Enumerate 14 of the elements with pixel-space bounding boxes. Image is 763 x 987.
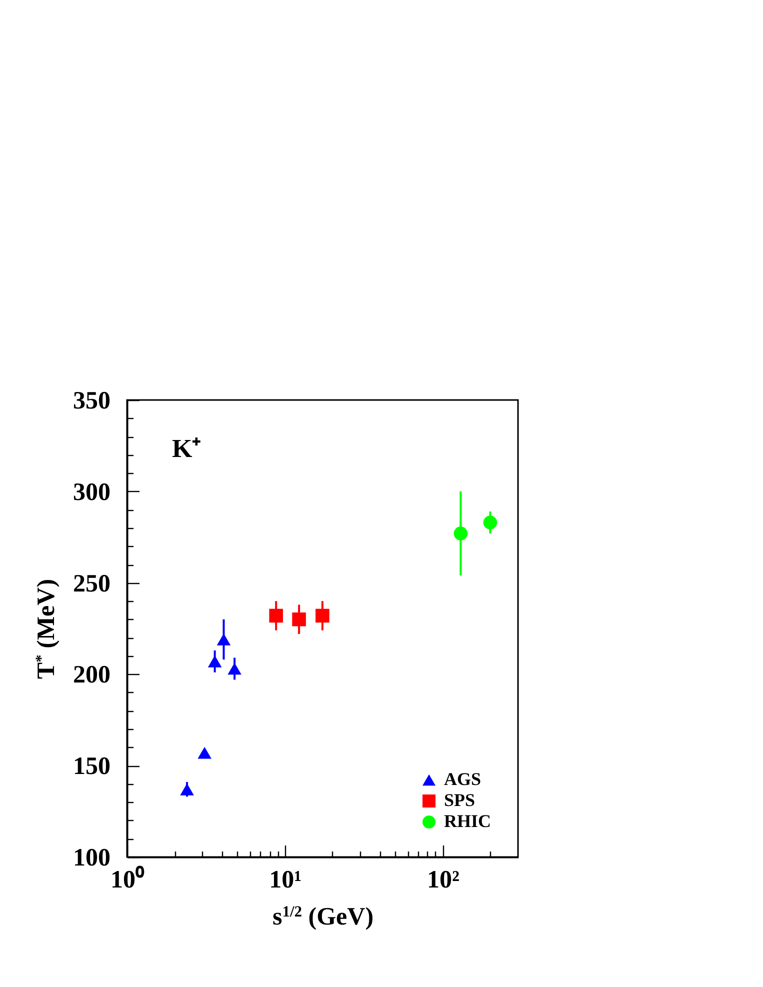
y-tick-label: 350 — [73, 388, 110, 414]
legend-label: SPS — [444, 790, 476, 810]
y-tick-label: 300 — [73, 478, 110, 506]
legend-label: RHIC — [444, 811, 492, 831]
legend-label: AGS — [444, 769, 482, 789]
x-axis-title: s$^{1/2}$ (GeV) — [272, 903, 374, 930]
x-tick-label: 10² — [426, 866, 460, 894]
y-tick-label: 250 — [73, 570, 110, 598]
y-tick-label: 200 — [73, 662, 110, 689]
y-tick-label: 100 — [73, 844, 110, 872]
y-tick-label: 150 — [73, 753, 110, 780]
annotation: K⁺ — [172, 434, 202, 463]
x-tick-label: 10⁰ — [110, 866, 144, 894]
x-tick-label: 10¹ — [269, 866, 302, 894]
